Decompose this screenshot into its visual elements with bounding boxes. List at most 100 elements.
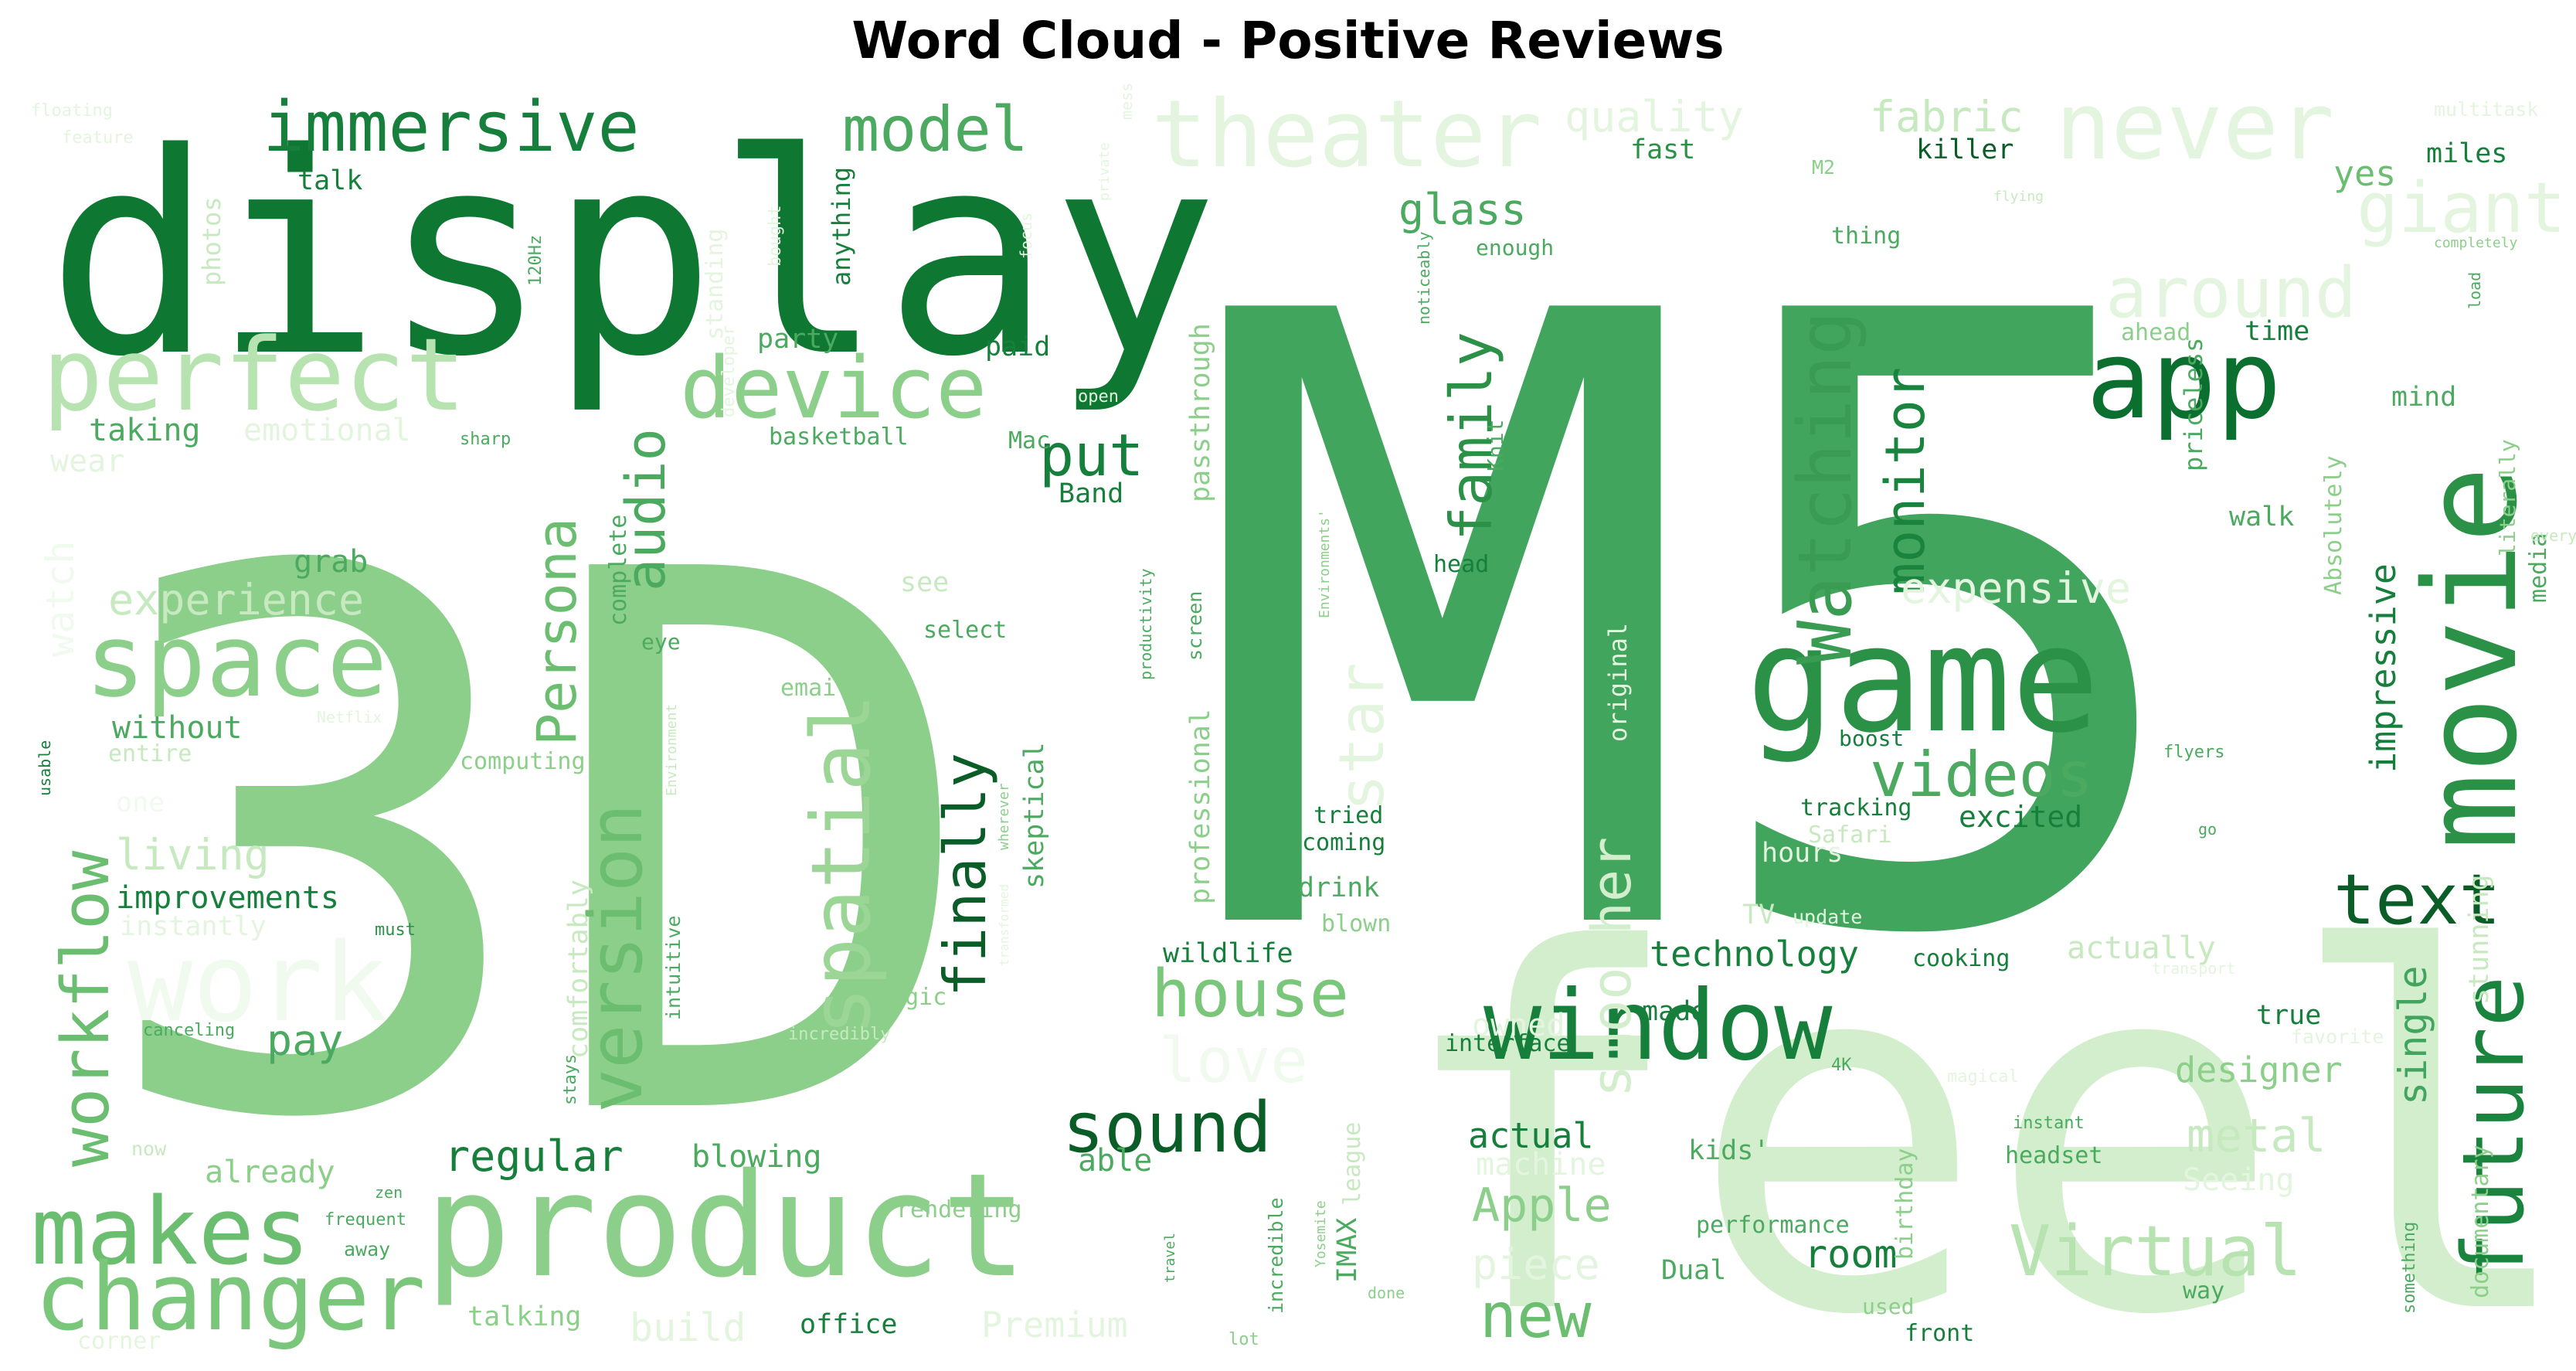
word-love: love (1159, 1025, 1308, 1097)
word-killer: killer (1916, 134, 2014, 165)
word-single: single (2391, 965, 2435, 1105)
word-3d: 3D (93, 417, 986, 1281)
word-email: email (780, 675, 850, 702)
word-paid: paid (985, 332, 1050, 362)
word-glass: glass (1398, 185, 1527, 234)
word-magical: magical (1947, 1067, 2019, 1087)
word-improvements: improvements (116, 880, 339, 916)
word-knit: Knit (1483, 420, 1508, 471)
word-basketball: basketball (769, 424, 909, 451)
word-go: go (2198, 820, 2217, 839)
word-experienced: experienced (889, 725, 918, 889)
word-120hz: 120Hz (526, 235, 545, 286)
word-multitask: multitask (2434, 98, 2538, 121)
word-immersive: immersive (263, 87, 640, 168)
word-eye: eye (641, 629, 681, 655)
word-yes: yes (2333, 153, 2396, 194)
word-entire: entire (108, 740, 192, 767)
word-smoother: smoother (1580, 837, 1643, 1097)
word-miles: miles (2426, 138, 2507, 169)
word-hours: hours (1762, 838, 1843, 869)
word-computing: computing (460, 748, 586, 775)
word-technology: technology (1650, 934, 1859, 975)
word-owned: owned (1472, 1008, 1565, 1043)
word-sharp: sharp (460, 430, 511, 449)
word-monitor: monitor (1874, 367, 1937, 595)
word-never: never (2055, 73, 2334, 181)
word-movie: movie (2397, 466, 2545, 850)
word-quality: quality (1565, 92, 1744, 141)
word-display: display (46, 94, 1218, 417)
word-version: version (574, 804, 659, 1113)
word-literally: literally (2495, 439, 2520, 556)
word-giant: giant (2357, 168, 2566, 249)
word-device: device (680, 338, 987, 437)
word-usable: usable (36, 740, 54, 796)
word-birthday: birthday (1891, 1148, 1918, 1260)
word-premium: Premium (981, 1305, 1128, 1345)
word-audio: audio (614, 428, 678, 591)
word-band: Band (1059, 478, 1123, 509)
word-one: one (116, 788, 165, 818)
word-ahead: ahead (2121, 319, 2190, 346)
word-family: family (1437, 332, 1505, 541)
word-mind: mind (2391, 382, 2456, 413)
word-fabric: fabric (1870, 92, 2024, 141)
word-stunning: stunning (2464, 874, 2495, 1005)
word-standing: standing (702, 229, 729, 341)
word-grab: grab (294, 544, 368, 580)
word-excited: excited (1959, 800, 2082, 834)
word-stays: stays (561, 1054, 580, 1105)
word-must: must (375, 920, 416, 940)
word-incredibly: incredibly (788, 1025, 890, 1044)
word-already: already (205, 1155, 335, 1190)
word-safari: Safari (1808, 822, 1891, 849)
word-screen: screen (1184, 591, 1206, 661)
word-interface: interface (1445, 1030, 1571, 1057)
word-rendering: rendering (896, 1196, 1022, 1223)
word-blowing: blowing (692, 1139, 822, 1175)
word-favorite: favorite (2291, 1026, 2384, 1048)
word-bought: bought (766, 206, 785, 267)
word-enough: enough (1476, 235, 1554, 260)
word-done: done (1368, 1284, 1405, 1302)
word-absolutely: Absolutely (2320, 455, 2347, 595)
word-machine: machine (1476, 1147, 1606, 1182)
word-spatial: spatial (794, 693, 889, 1036)
word-workflow: workflow (48, 850, 124, 1167)
word-environment: Environment (664, 704, 680, 796)
word-magic: magic (877, 984, 946, 1011)
word-tv: TV (1742, 900, 1775, 930)
word-makes: makes (31, 1179, 310, 1286)
word-persona: Persona (525, 518, 589, 746)
word-transport: transport (2152, 959, 2235, 978)
word-head: head (1433, 551, 1489, 578)
word-party: party (757, 324, 838, 355)
word-watching: Watching (1783, 311, 1868, 665)
word-wherever: wherever (996, 783, 1012, 850)
word-headset: headset (2005, 1142, 2102, 1169)
word-office: office (800, 1309, 897, 1340)
word-talking: talking (467, 1301, 582, 1332)
word-metal: metal (2187, 1109, 2326, 1163)
word-select: select (923, 617, 1007, 644)
word-finally: finally (931, 753, 999, 997)
word-sound: sound (1062, 1087, 1272, 1169)
word-photos: photos (197, 196, 226, 286)
word-incredible: incredible (1265, 1197, 1287, 1314)
word-documentary: documentary (2467, 1145, 2494, 1298)
word-kids-: kids' (1688, 1135, 1769, 1166)
word-private: private (1096, 142, 1113, 201)
word-text: text (2333, 859, 2501, 941)
word-transformed: transformed (997, 884, 1011, 966)
word-new: new (1480, 1280, 1592, 1352)
chart-title: Word Cloud - Positive Reviews (851, 11, 1725, 70)
word-theater: theater (1151, 81, 1542, 189)
word-frequent: frequent (325, 1210, 406, 1230)
word-zen: zen (375, 1183, 403, 1202)
word-work: work (127, 920, 388, 1046)
word-corner: corner (77, 1328, 161, 1355)
word-away: away (344, 1238, 390, 1260)
word-used: used (1862, 1294, 1914, 1319)
